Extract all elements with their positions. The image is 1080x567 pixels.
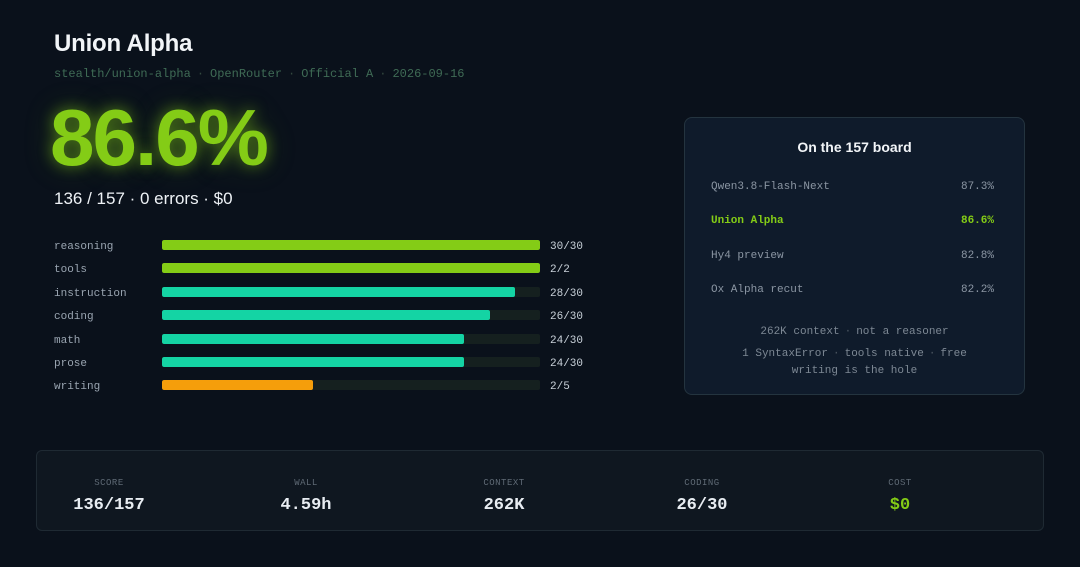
leaderboard-model-score: 82.8% <box>960 250 994 262</box>
category-row-coding: coding 26/30 <box>54 307 614 330</box>
category-bars: reasoning 30/30 tools 2/2 instruction 28/30 co… <box>54 237 614 401</box>
category-bar-fill <box>162 310 490 321</box>
stat-label: SCORE <box>94 478 124 488</box>
category-label: writing <box>54 381 101 394</box>
leaderboard-model-name: Hy4 preview <box>711 250 784 262</box>
category-row-tools: tools 2/2 <box>54 260 614 283</box>
category-row-math: math 24/30 <box>54 331 614 354</box>
page-title: Union Alpha <box>54 30 193 57</box>
stat-value: 262K <box>483 496 525 515</box>
stat-value: 4.59h <box>280 496 332 515</box>
leaderboard-model-name: Union Alpha <box>711 215 784 227</box>
stat-label: CODING <box>684 478 720 488</box>
leaderboard-model-name: Qwen3.8-Flash-Next <box>711 181 830 193</box>
leaderboard-model-score: 82.2% <box>960 284 994 296</box>
stat-label: CONTEXT <box>483 478 525 488</box>
category-count: 24/30 <box>550 334 584 347</box>
category-bar-track <box>162 356 540 367</box>
category-label: coding <box>54 311 94 324</box>
category-bar-track <box>162 333 540 344</box>
leaderboard-note: writing is the hole <box>685 365 1024 377</box>
category-count: 30/30 <box>550 241 584 253</box>
note-separator: · <box>832 348 840 360</box>
category-bar-fill <box>162 333 465 344</box>
category-bar-fill <box>162 356 465 367</box>
leaderboard-title: On the 157 board <box>797 139 912 155</box>
stat-label: COST <box>888 478 912 488</box>
category-row-reasoning: reasoning 30/30 <box>54 237 614 260</box>
leaderboard-note: 262K context · not a reasoner <box>685 326 1024 338</box>
category-bar-track <box>162 263 540 274</box>
model-date: 2026-09-16 <box>392 67 465 81</box>
model-meta: stealth/union-alpha · OpenRouter · Official … <box>54 67 464 81</box>
note-text: not a reasoner <box>856 326 949 338</box>
leaderboard-note: 1 SyntaxError · tools native · free <box>685 348 1024 360</box>
category-count: 2/5 <box>550 381 570 394</box>
leaderboard-card: On the 157 board Qwen3.8-Flash-Next 87.3%… <box>684 117 1025 395</box>
stats-bar: SCORE 136/157 WALL 4.59h CONTEXT 262K CODING 26… <box>36 450 1044 531</box>
leaderboard-model-score: 86.6% <box>960 215 994 227</box>
category-label: reasoning <box>54 241 114 253</box>
note-separator: · <box>928 348 936 360</box>
leaderboard-model-name: Ox Alpha recut <box>711 284 804 296</box>
note-text: 262K context <box>760 326 840 338</box>
category-count: 28/30 <box>550 287 584 300</box>
leaderboard-row: Ox Alpha recut 82.2% <box>711 284 994 296</box>
category-bar-track <box>162 240 540 250</box>
note-text: 1 SyntaxError <box>742 348 828 360</box>
model-provider: OpenRouter <box>210 67 283 81</box>
leaderboard-model-score: 87.3% <box>960 181 994 193</box>
category-count: 2/2 <box>550 264 570 277</box>
stat-value: 26/30 <box>676 496 728 515</box>
overall-score: 86.6% <box>50 93 269 182</box>
category-label: math <box>54 334 81 347</box>
note-text: free <box>940 348 967 360</box>
note-text: writing is the hole <box>791 365 918 377</box>
stat-value: 136/157 <box>73 496 145 515</box>
category-label: tools <box>54 264 88 277</box>
leaderboard-row: Union Alpha 86.6% <box>711 215 994 227</box>
note-text: tools native <box>844 348 924 360</box>
category-row-instruction: instruction 28/30 <box>54 284 614 307</box>
category-row-prose: prose 24/30 <box>54 354 614 377</box>
leaderboard-row: Hy4 preview 82.8% <box>711 250 994 262</box>
category-bar-fill <box>162 240 540 250</box>
meta-separator: · <box>379 67 387 81</box>
stat-value: $0 <box>889 496 911 515</box>
category-bar-track <box>162 310 540 321</box>
model-source: Official A <box>301 67 374 81</box>
category-count: 26/30 <box>550 311 584 324</box>
score-summary: 136 / 157 · 0 errors · $0 <box>54 189 233 208</box>
category-count: 24/30 <box>550 357 584 370</box>
category-label: prose <box>54 357 88 370</box>
meta-separator: · <box>288 67 296 81</box>
category-bar-track <box>162 286 540 297</box>
category-bar-fill <box>162 380 314 391</box>
category-bar-track <box>162 380 540 391</box>
leaderboard-row: Qwen3.8-Flash-Next 87.3% <box>711 181 994 193</box>
stat-label: WALL <box>294 478 318 488</box>
category-row-writing: writing 2/5 <box>54 377 614 400</box>
category-bar-fill <box>162 286 515 297</box>
model-slug: stealth/union-alpha <box>54 67 191 81</box>
meta-separator: · <box>196 67 205 81</box>
note-separator: · <box>844 326 852 338</box>
category-bar-fill <box>162 263 540 274</box>
category-label: instruction <box>54 287 127 300</box>
